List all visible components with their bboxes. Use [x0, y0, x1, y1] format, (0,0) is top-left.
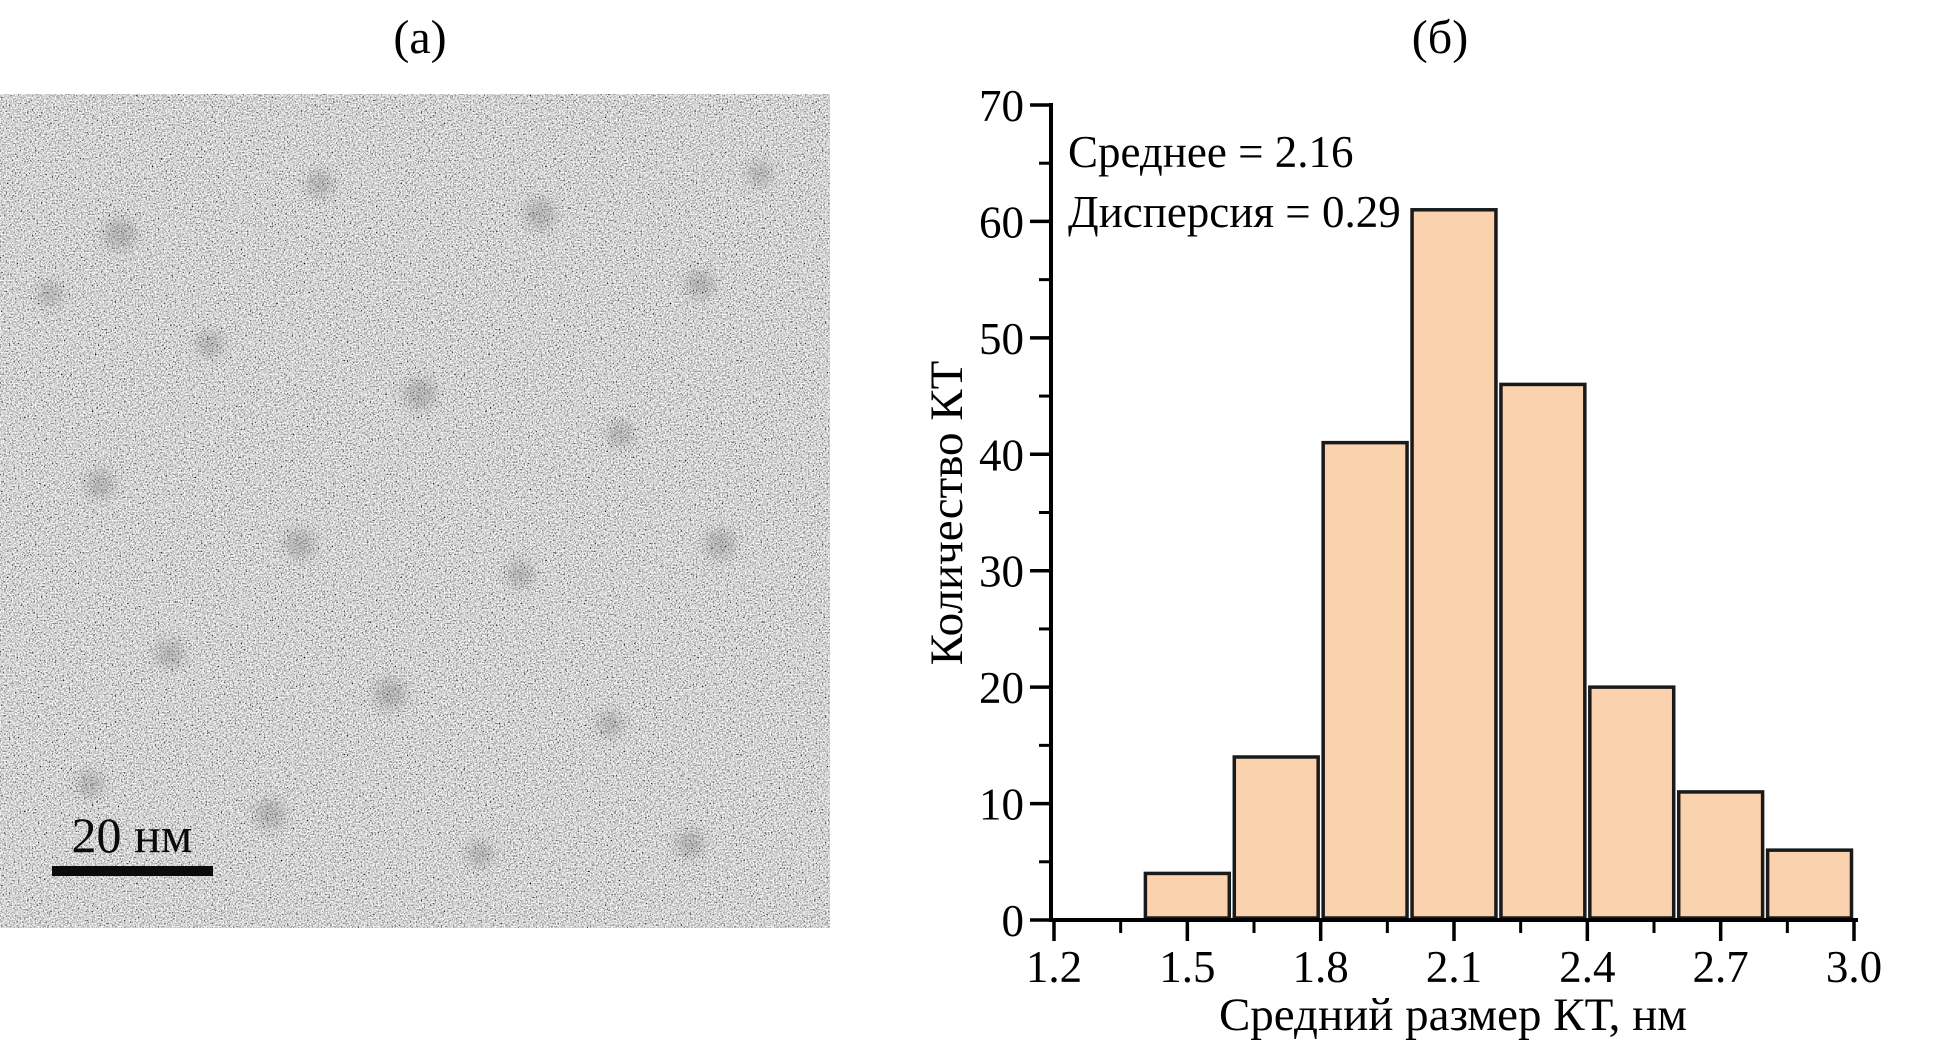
x-axis-title: Средний размер КТ, нм — [1218, 989, 1688, 1041]
y-tick-label: 40 — [979, 430, 1024, 480]
histogram-bar — [1232, 755, 1320, 920]
histogram-bar — [1676, 790, 1765, 920]
y-tick-label: 10 — [979, 780, 1024, 830]
x-tick-label: 2.1 — [1426, 942, 1482, 992]
x-tick-label: 2.7 — [1693, 942, 1749, 992]
histogram-bar — [1321, 440, 1409, 920]
x-tick-label: 1.5 — [1159, 942, 1215, 992]
histogram-bar — [1410, 208, 1498, 920]
panel-b-label: (б) — [1411, 11, 1469, 64]
y-tick-label: 50 — [979, 314, 1024, 364]
quantum-dot-spots — [38, 162, 772, 867]
y-tick-label: 20 — [979, 663, 1024, 713]
annotation-dispersion: Дисперсия = 0.29 — [1068, 187, 1401, 237]
scale-bar-label: 20 нм — [71, 807, 193, 863]
y-axis-title: Количество КТ — [921, 360, 973, 666]
tem-grain — [0, 94, 830, 928]
histogram-bar — [1765, 848, 1854, 920]
x-tick-label: 1.2 — [1026, 942, 1082, 992]
y-tick-label: 30 — [979, 547, 1024, 597]
histogram-bar — [1588, 685, 1676, 920]
annotation-mean: Среднее = 2.16 — [1068, 127, 1354, 177]
x-tick-label: 1.8 — [1293, 942, 1349, 992]
histogram-bar — [1499, 382, 1587, 920]
x-tick-label: 2.4 — [1559, 942, 1615, 992]
tem-micrograph: 20 нм — [0, 94, 830, 928]
panel-a-label: (а) — [393, 11, 447, 64]
histogram-bar — [1143, 871, 1232, 920]
x-tick-label: 3.0 — [1826, 942, 1882, 992]
tem-noise-image — [0, 94, 830, 928]
y-tick-label: 60 — [979, 197, 1024, 247]
y-tick-label: 70 — [979, 81, 1024, 131]
y-tick-label: 0 — [1002, 896, 1025, 946]
scale-bar — [52, 866, 213, 876]
chart-annotation: Среднее = 2.16 Дисперсия = 0.29 — [1068, 122, 1401, 242]
